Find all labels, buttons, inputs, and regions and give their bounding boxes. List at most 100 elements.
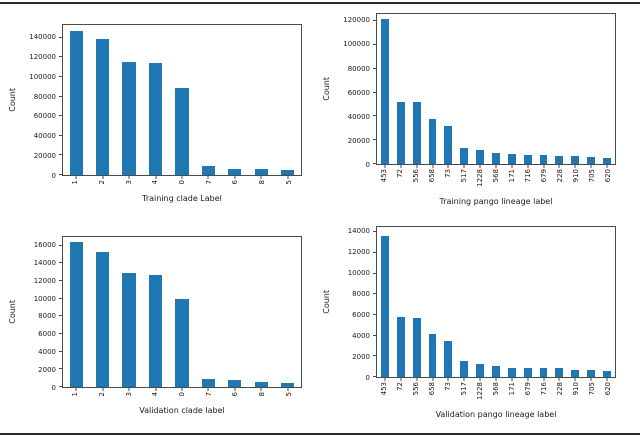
bar-658 <box>428 333 437 377</box>
bar-5 <box>281 170 295 175</box>
x-tick-mark <box>400 378 402 381</box>
bar-slot <box>472 227 488 377</box>
x-axis-ticks: 453 72 556 658 73 517 1228 568 171 679 716 228 910 70… <box>376 382 616 400</box>
x-tick: 72 <box>392 169 408 187</box>
x-tick: 6 <box>222 180 249 184</box>
y-tick-label: 120000 <box>343 16 370 25</box>
bar-72 <box>396 317 405 377</box>
bar-slot <box>142 25 168 175</box>
x-tick-label: 228 <box>556 169 564 183</box>
y-tick-mark <box>59 134 62 136</box>
bar-slot <box>63 237 89 387</box>
bars <box>377 227 615 377</box>
x-tick-label: 2 <box>98 392 106 397</box>
y-tick-mark <box>59 350 62 352</box>
bar-slot <box>393 14 409 164</box>
bar-72 <box>396 102 405 164</box>
x-tick: 1228 <box>472 382 488 400</box>
x-tick-label: 6 <box>231 392 240 397</box>
x-tick-label: 517 <box>460 169 468 183</box>
bar-slot <box>567 14 583 164</box>
y-tick-label: 20000 <box>347 136 370 145</box>
x-tick: 4 <box>142 392 169 396</box>
y-tick-mark <box>373 251 376 253</box>
x-tick: 171 <box>504 382 520 400</box>
y-tick-mark <box>373 91 376 93</box>
x-tick-label: 3 <box>124 392 133 397</box>
x-tick-label: 3 <box>124 180 133 185</box>
bar-556 <box>412 102 421 164</box>
bar-453 <box>380 19 389 164</box>
bar-slot <box>142 237 168 387</box>
y-tick-label: 80000 <box>33 92 56 101</box>
x-tick-label: 1228 <box>476 169 484 187</box>
bar-910 <box>571 155 580 164</box>
x-tick-mark <box>558 165 560 168</box>
bar-716 <box>523 155 532 164</box>
x-tick-label: 0 <box>178 180 187 185</box>
bar-705 <box>587 156 596 164</box>
y-axis-label: Count <box>321 290 331 314</box>
bar-556 <box>412 318 421 377</box>
bar-73 <box>444 125 453 164</box>
bar-910 <box>571 369 580 377</box>
y-tick-label: 0 <box>51 172 56 180</box>
y-tick-mark <box>59 154 62 156</box>
bar-slot <box>248 25 274 175</box>
bar-slot <box>520 227 536 377</box>
y-tick-label: 100000 <box>29 72 56 81</box>
bar-slot <box>583 14 599 164</box>
x-tick: 453 <box>376 169 392 187</box>
x-tick-mark <box>260 388 262 391</box>
y-tick-label: 2000 <box>352 353 370 362</box>
y-axis-label-column: Count <box>6 24 18 176</box>
x-tick-mark <box>590 165 592 168</box>
y-tick-label: 12000 <box>33 276 56 285</box>
bar-slot <box>275 25 301 175</box>
bar-slot <box>195 25 221 175</box>
x-axis-label: Validation pango lineage label <box>435 409 557 419</box>
x-tick-label: 73 <box>444 169 452 178</box>
chart-training-pango-lineage: Count 0 20000 40000 60000 80000 100000 120000 … <box>320 13 616 208</box>
x-tick-mark <box>234 388 236 391</box>
y-tick-mark <box>373 67 376 69</box>
bar-slot <box>377 227 393 377</box>
x-tick-label: 0 <box>178 392 187 397</box>
x-tick-label: 568 <box>492 382 500 396</box>
x-tick-mark <box>495 165 497 168</box>
x-tick-mark <box>181 176 183 179</box>
y-tick-label: 12000 <box>347 248 370 257</box>
x-tick-mark <box>400 165 402 168</box>
x-tick-label: 910 <box>572 169 580 183</box>
y-tick-mark <box>59 333 62 335</box>
bar-8 <box>254 381 268 387</box>
x-axis-ticks: 1 2 3 4 0 7 6 8 5 <box>62 392 302 396</box>
bar-73 <box>444 340 453 377</box>
x-tick: 228 <box>552 382 568 400</box>
bottom-rule <box>0 433 640 435</box>
y-tick-label: 14000 <box>33 258 56 267</box>
x-axis-label: Training pango lineage label <box>439 196 553 206</box>
y-tick-mark <box>59 95 62 97</box>
y-tick-label: 80000 <box>347 64 370 73</box>
y-tick-mark <box>59 386 62 387</box>
bar-679 <box>539 155 548 164</box>
y-axis-label-column: Count <box>320 13 332 165</box>
bar-slot <box>520 14 536 164</box>
x-axis-label: Validation clade label <box>139 406 225 416</box>
y-axis-ticks: 0 2000 4000 6000 8000 10000 12000 14000 16000 <box>18 236 62 392</box>
bar-slot <box>488 227 504 377</box>
bar-6 <box>228 380 242 387</box>
bar-171 <box>507 367 516 377</box>
x-axis-label-row: Validation pango lineage label <box>376 402 616 421</box>
x-tick-label: 556 <box>412 169 420 183</box>
bar-620 <box>603 370 611 377</box>
bar-658 <box>428 119 437 164</box>
y-tick-mark <box>373 355 376 357</box>
x-tick: 8 <box>249 180 276 184</box>
x-tick-mark <box>447 165 449 168</box>
y-tick-mark <box>59 174 62 175</box>
y-axis-label-column: Count <box>320 226 332 378</box>
y-tick-label: 6000 <box>38 330 56 339</box>
x-tick-label: 517 <box>460 382 468 396</box>
